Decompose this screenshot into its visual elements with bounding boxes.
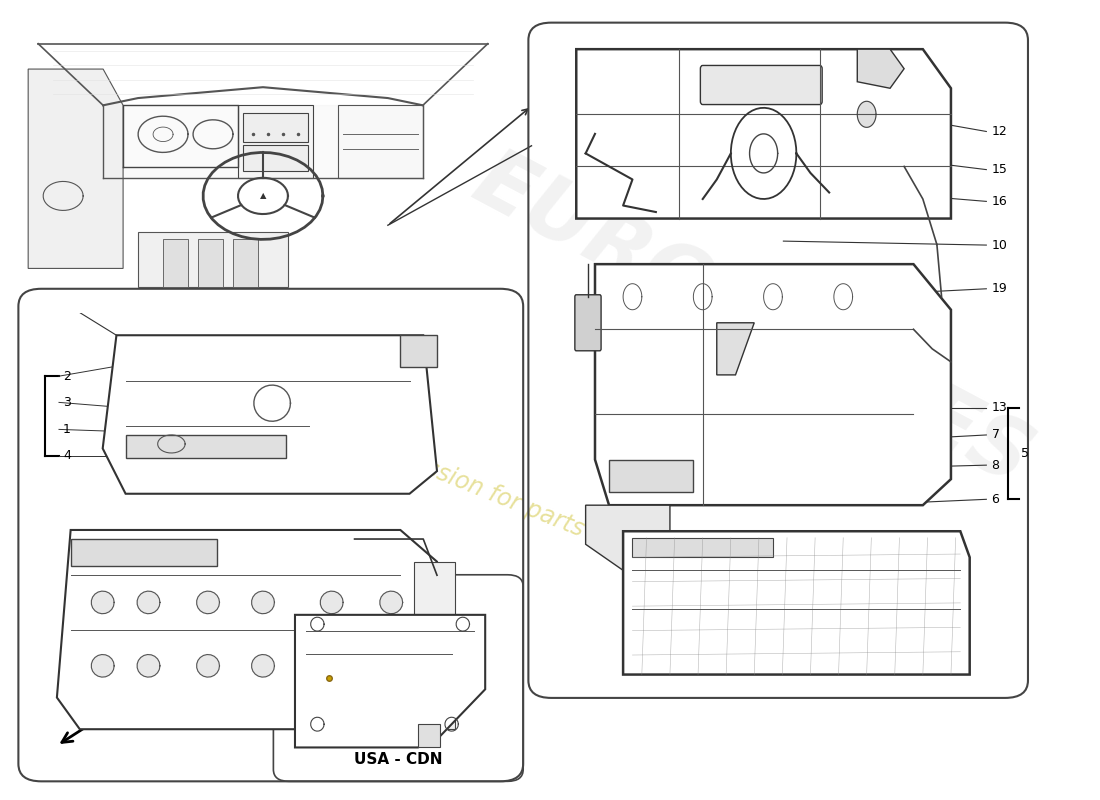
- Text: 14: 14: [650, 390, 666, 402]
- Text: 17: 17: [354, 587, 370, 600]
- Text: 9: 9: [663, 434, 672, 446]
- Text: a passion for parts since 1985: a passion for parts since 1985: [374, 438, 714, 593]
- Text: 6: 6: [991, 493, 1000, 506]
- Text: 13: 13: [991, 402, 1008, 414]
- Text: 8: 8: [991, 458, 1000, 472]
- Text: USA - CDN: USA - CDN: [354, 752, 442, 767]
- Text: 11: 11: [711, 398, 726, 410]
- Text: 16: 16: [991, 195, 1008, 208]
- Text: 4: 4: [63, 449, 72, 462]
- Text: 18: 18: [311, 587, 327, 600]
- Text: 3: 3: [63, 396, 72, 409]
- Text: 15: 15: [991, 163, 1008, 176]
- Text: 12: 12: [991, 125, 1008, 138]
- Text: 19: 19: [991, 282, 1008, 295]
- Text: 2: 2: [63, 370, 72, 382]
- Text: EUROSPARES: EUROSPARES: [460, 139, 1045, 502]
- Text: 1: 1: [63, 423, 72, 436]
- Text: 10: 10: [991, 238, 1008, 251]
- Text: 5: 5: [1021, 446, 1028, 460]
- Text: 7: 7: [991, 429, 1000, 442]
